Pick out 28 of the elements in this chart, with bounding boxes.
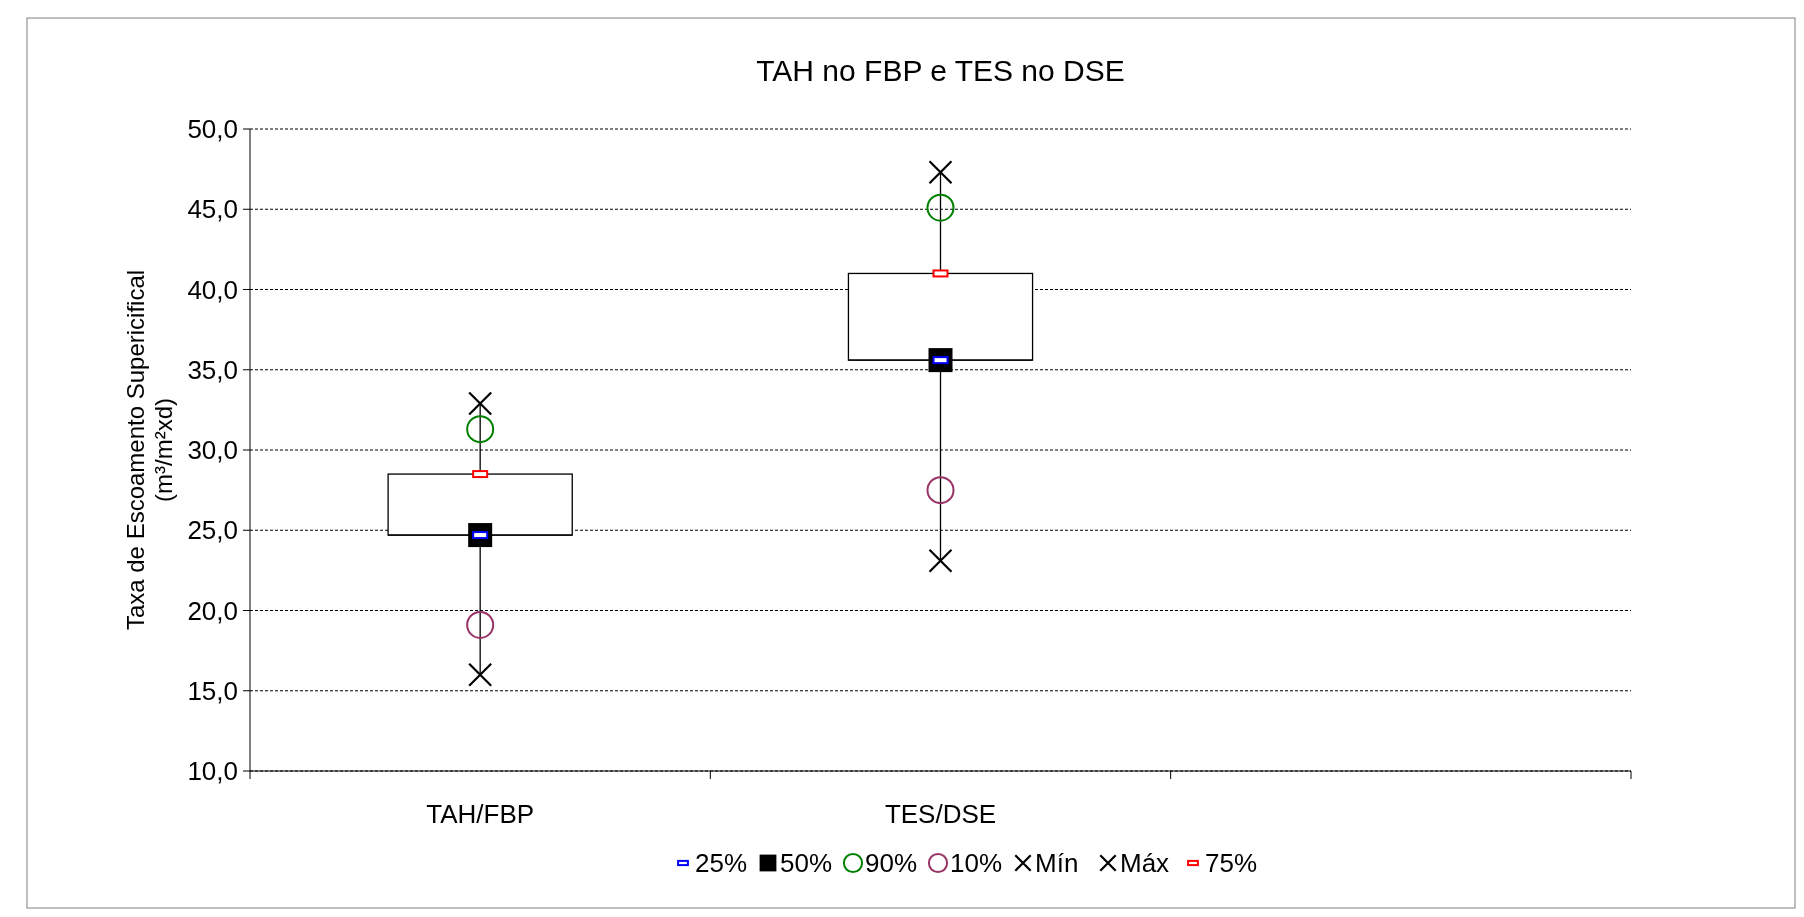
y-tick-label: 40,0 bbox=[187, 274, 238, 305]
legend-label: 50% bbox=[780, 848, 833, 879]
y-axis-title: Taxa de Escoamento Supericifical (m³/m²xd) bbox=[122, 269, 177, 631]
y-tick-label: 25,0 bbox=[187, 515, 238, 546]
legend-label: Mín bbox=[1035, 848, 1079, 879]
legend-label: 25% bbox=[695, 848, 748, 879]
x-tick-label: TAH/FBP bbox=[426, 799, 535, 829]
point bbox=[466, 610, 495, 639]
legend-label: Máx bbox=[1120, 848, 1170, 879]
y-tick-label: 35,0 bbox=[187, 354, 238, 385]
point bbox=[468, 662, 493, 687]
x-tick-label: TES/DSE bbox=[884, 799, 997, 829]
y-tick-label: 10,0 bbox=[187, 756, 238, 787]
point bbox=[928, 160, 953, 185]
point bbox=[468, 391, 493, 416]
y-tick-label: 20,0 bbox=[187, 595, 238, 626]
legend-label: 90% bbox=[865, 848, 918, 879]
point bbox=[926, 476, 955, 505]
point bbox=[466, 415, 495, 444]
y-tick-label: 15,0 bbox=[187, 675, 238, 706]
y-tick-label: 45,0 bbox=[187, 194, 238, 225]
y-tick-label: 50,0 bbox=[187, 114, 238, 145]
legend-label: 75% bbox=[1205, 848, 1258, 879]
y-tick-label: 30,0 bbox=[187, 435, 238, 466]
point bbox=[928, 548, 953, 573]
point bbox=[926, 193, 955, 222]
chart-title: TAH no FBP e TES no DSE bbox=[756, 54, 1125, 87]
legend-label: 10% bbox=[950, 848, 1003, 879]
